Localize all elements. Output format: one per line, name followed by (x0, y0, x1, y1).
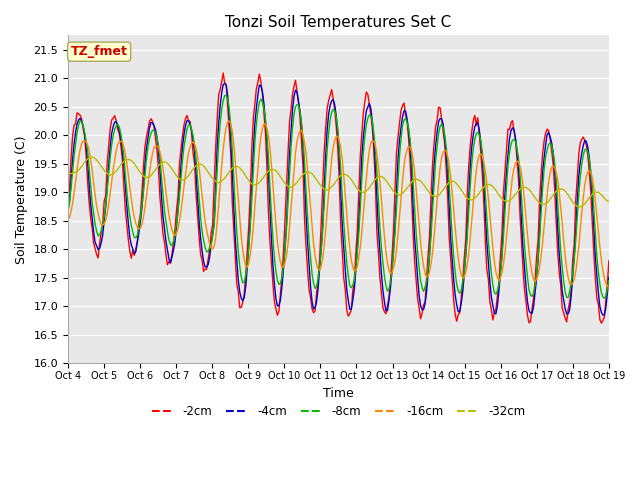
Legend: -2cm, -4cm, -8cm, -16cm, -32cm: -2cm, -4cm, -8cm, -16cm, -32cm (147, 401, 530, 423)
X-axis label: Time: Time (323, 386, 354, 399)
Text: TZ_fmet: TZ_fmet (71, 45, 127, 58)
Y-axis label: Soil Temperature (C): Soil Temperature (C) (15, 135, 28, 264)
Title: Tonzi Soil Temperatures Set C: Tonzi Soil Temperatures Set C (225, 15, 452, 30)
